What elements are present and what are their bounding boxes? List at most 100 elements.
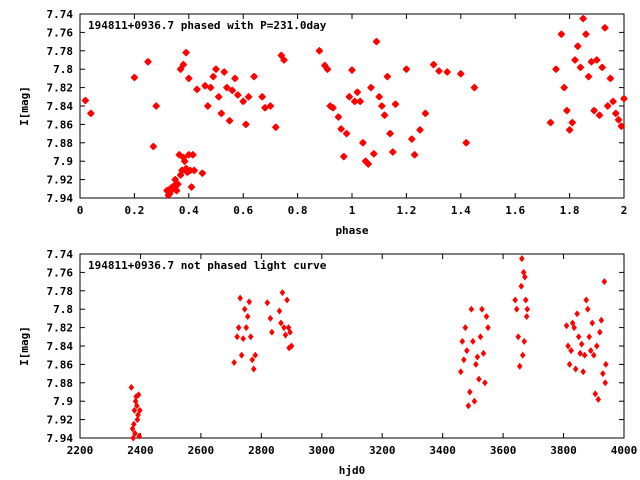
data-point [603, 360, 609, 368]
x-tick-label: 1.6 [505, 204, 525, 217]
data-point [247, 333, 254, 341]
data-point [479, 305, 485, 313]
data-point [315, 46, 324, 55]
data-point [282, 331, 289, 339]
data-point [521, 337, 528, 345]
data-point [243, 324, 250, 332]
data-point [217, 109, 226, 118]
data-point [238, 351, 245, 359]
data-point [568, 118, 577, 127]
data-point [364, 160, 373, 168]
data-point [136, 432, 143, 440]
data-point [519, 255, 525, 263]
data-point [212, 65, 220, 74]
data-point [565, 126, 574, 134]
data-point [483, 313, 490, 321]
data-point [589, 319, 596, 327]
data-point [131, 420, 137, 428]
data-point [383, 72, 392, 81]
data-point [587, 57, 596, 66]
y-tick-label: 7.94 [47, 192, 74, 205]
data-point [565, 342, 571, 350]
phased-data-points [81, 14, 628, 200]
y-tick-label: 7.86 [47, 118, 74, 131]
y-tick-label: 7.88 [47, 377, 74, 390]
data-point [606, 74, 615, 83]
data-point [563, 106, 571, 115]
data-point [288, 342, 295, 350]
data-point [473, 360, 479, 368]
data-point [201, 81, 209, 90]
data-point [429, 60, 438, 69]
data-point [87, 109, 95, 118]
data-point [584, 72, 593, 81]
data-point [580, 368, 586, 376]
data-point [595, 111, 604, 120]
data-point [279, 289, 286, 297]
x-tick-label: 0 [77, 204, 84, 217]
data-point [242, 120, 250, 129]
x-tick-label: 1 [349, 204, 356, 217]
data-point [206, 83, 215, 92]
data-point [252, 351, 259, 359]
data-point [458, 368, 464, 376]
data-point [172, 186, 181, 195]
data-point [435, 67, 443, 75]
data-point [135, 411, 141, 419]
data-point [402, 65, 411, 74]
data-point [546, 118, 555, 127]
y-tick-label: 7.9 [53, 155, 73, 168]
data-point [278, 319, 284, 327]
data-point [586, 333, 593, 341]
data-point [421, 109, 430, 118]
x-tick-label: 2600 [188, 444, 215, 457]
data-point [456, 69, 465, 78]
data-point [513, 305, 520, 313]
data-point [587, 347, 594, 355]
data-point [179, 60, 188, 69]
data-point [198, 169, 207, 178]
data-point [337, 125, 345, 133]
y-tick-label: 7.84 [47, 100, 74, 113]
y-tick-label: 7.92 [47, 414, 74, 427]
x-tick-label: 1.4 [451, 204, 471, 217]
data-point [573, 42, 582, 51]
data-point [569, 319, 576, 327]
data-point [620, 94, 628, 103]
data-point [592, 390, 599, 398]
data-point [577, 349, 583, 357]
x-tick-label: 4000 [611, 444, 638, 457]
data-point [174, 180, 182, 189]
data-point [369, 149, 378, 158]
data-point [189, 150, 197, 159]
data-point [609, 97, 617, 106]
x-tick-label: 1.2 [396, 204, 416, 217]
data-point [342, 129, 351, 138]
data-point [518, 282, 525, 290]
data-point [193, 85, 201, 94]
data-point [603, 102, 612, 110]
data-point [276, 307, 283, 315]
y-tick-label: 7.8 [53, 63, 73, 76]
data-point [576, 63, 585, 72]
y-tick-label: 7.76 [47, 26, 74, 39]
data-point [572, 365, 579, 373]
y-tick-label: 7.86 [47, 358, 74, 371]
data-point [182, 48, 190, 57]
data-point [285, 324, 292, 332]
data-point [476, 375, 482, 383]
data-point [266, 102, 275, 110]
data-point [467, 388, 473, 396]
data-point [563, 322, 570, 330]
y-tick-label: 7.74 [47, 248, 74, 261]
data-point [443, 68, 452, 76]
data-point [244, 92, 253, 101]
phased-light-curve-panel: 194811+0936.7 phased with P=231.0day pha… [18, 8, 628, 237]
data-point [144, 57, 152, 66]
data-point [246, 298, 253, 306]
data-point [235, 324, 242, 332]
data-point [176, 65, 185, 74]
data-point [234, 333, 240, 341]
data-point [614, 115, 623, 124]
data-point [244, 313, 251, 321]
